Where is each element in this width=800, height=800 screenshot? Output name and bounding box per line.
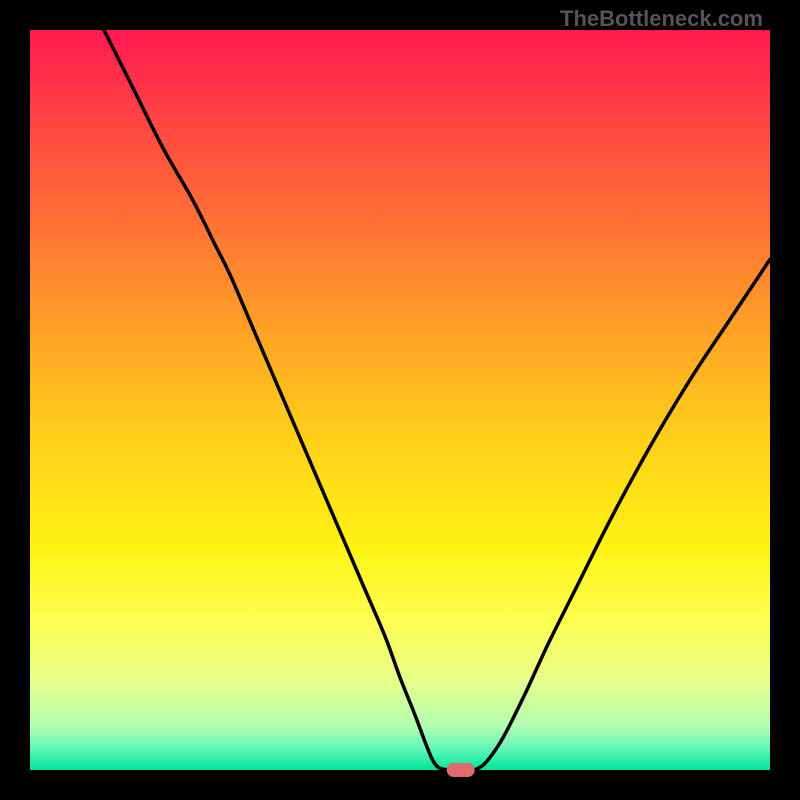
plot-area-gradient: [30, 30, 770, 770]
bottleneck-chart: [0, 0, 800, 800]
optimum-marker: [447, 763, 475, 777]
